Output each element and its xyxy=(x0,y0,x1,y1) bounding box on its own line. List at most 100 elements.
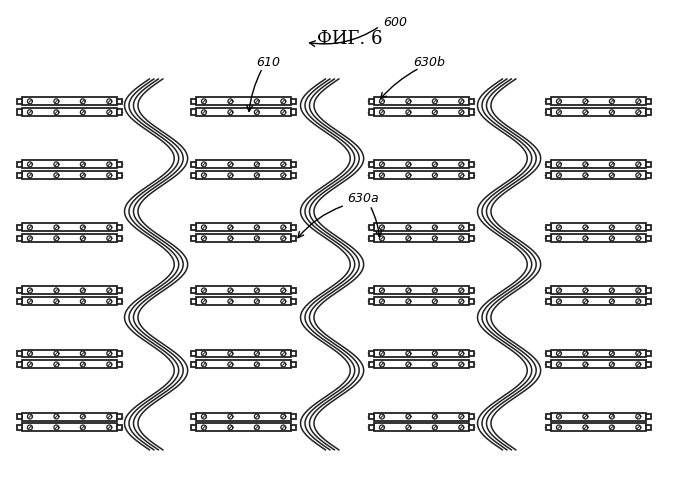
Bar xyxy=(547,414,552,420)
Bar xyxy=(375,160,469,168)
Bar xyxy=(17,414,22,420)
Bar xyxy=(291,236,296,241)
Bar xyxy=(192,299,196,304)
Bar xyxy=(375,413,469,421)
Bar xyxy=(17,173,22,178)
Bar xyxy=(22,108,117,116)
Text: 610: 610 xyxy=(257,56,280,69)
Bar xyxy=(117,351,122,356)
Bar xyxy=(646,424,651,430)
Bar xyxy=(375,286,469,294)
Bar xyxy=(117,236,122,241)
Bar xyxy=(17,288,22,293)
Bar xyxy=(375,97,469,106)
Bar xyxy=(646,299,651,304)
Bar xyxy=(192,362,196,367)
Bar xyxy=(552,160,646,168)
Bar xyxy=(646,362,651,367)
Bar xyxy=(469,299,474,304)
Bar xyxy=(17,362,22,367)
Bar xyxy=(17,299,22,304)
Text: 630a: 630a xyxy=(347,192,379,205)
Bar xyxy=(369,162,375,167)
Bar xyxy=(291,299,296,304)
Bar xyxy=(369,225,375,230)
Bar xyxy=(196,360,291,368)
Bar xyxy=(547,362,552,367)
Bar xyxy=(291,424,296,430)
Bar xyxy=(552,172,646,179)
Bar xyxy=(369,424,375,430)
Bar xyxy=(291,225,296,230)
Bar xyxy=(22,223,117,231)
Bar xyxy=(469,351,474,356)
Bar xyxy=(646,288,651,293)
Bar xyxy=(196,234,291,243)
Bar xyxy=(117,162,122,167)
Bar xyxy=(196,223,291,231)
Bar xyxy=(192,351,196,356)
Bar xyxy=(369,288,375,293)
Text: 600: 600 xyxy=(383,16,407,29)
Bar xyxy=(196,97,291,106)
Bar xyxy=(369,299,375,304)
Bar xyxy=(22,160,117,168)
Bar xyxy=(117,362,122,367)
Bar xyxy=(375,360,469,368)
Bar xyxy=(375,423,469,431)
Bar xyxy=(291,162,296,167)
Bar xyxy=(369,414,375,420)
Bar xyxy=(192,109,196,115)
Bar xyxy=(117,225,122,230)
Bar xyxy=(17,424,22,430)
Bar xyxy=(469,173,474,178)
Bar xyxy=(469,414,474,420)
Bar xyxy=(547,288,552,293)
Bar xyxy=(117,414,122,420)
Bar xyxy=(196,172,291,179)
Bar xyxy=(192,162,196,167)
Bar xyxy=(469,362,474,367)
Bar xyxy=(552,423,646,431)
Bar xyxy=(117,288,122,293)
Bar xyxy=(22,350,117,357)
Bar xyxy=(192,225,196,230)
Bar xyxy=(17,236,22,241)
Bar xyxy=(375,297,469,305)
Bar xyxy=(192,414,196,420)
Bar xyxy=(291,288,296,293)
Bar xyxy=(22,423,117,431)
Bar xyxy=(547,351,552,356)
Bar xyxy=(196,108,291,116)
Bar xyxy=(291,351,296,356)
Bar xyxy=(552,97,646,106)
Bar xyxy=(552,234,646,243)
Bar xyxy=(22,286,117,294)
Bar xyxy=(117,173,122,178)
Bar xyxy=(22,97,117,106)
Bar xyxy=(552,413,646,421)
Bar xyxy=(17,109,22,115)
Bar xyxy=(22,172,117,179)
Bar xyxy=(469,225,474,230)
Bar xyxy=(22,297,117,305)
Bar xyxy=(196,423,291,431)
Bar xyxy=(192,288,196,293)
Bar xyxy=(547,109,552,115)
Bar xyxy=(646,225,651,230)
Bar xyxy=(17,225,22,230)
Bar xyxy=(547,236,552,241)
Bar xyxy=(469,424,474,430)
Bar xyxy=(22,234,117,243)
Text: ФИГ. 6: ФИГ. 6 xyxy=(317,30,383,48)
Bar xyxy=(192,173,196,178)
Bar xyxy=(469,236,474,241)
Bar xyxy=(196,297,291,305)
Bar xyxy=(646,414,651,420)
Bar xyxy=(117,299,122,304)
Bar xyxy=(17,162,22,167)
Bar xyxy=(547,299,552,304)
Bar xyxy=(369,236,375,241)
Bar xyxy=(192,236,196,241)
Bar xyxy=(192,99,196,104)
